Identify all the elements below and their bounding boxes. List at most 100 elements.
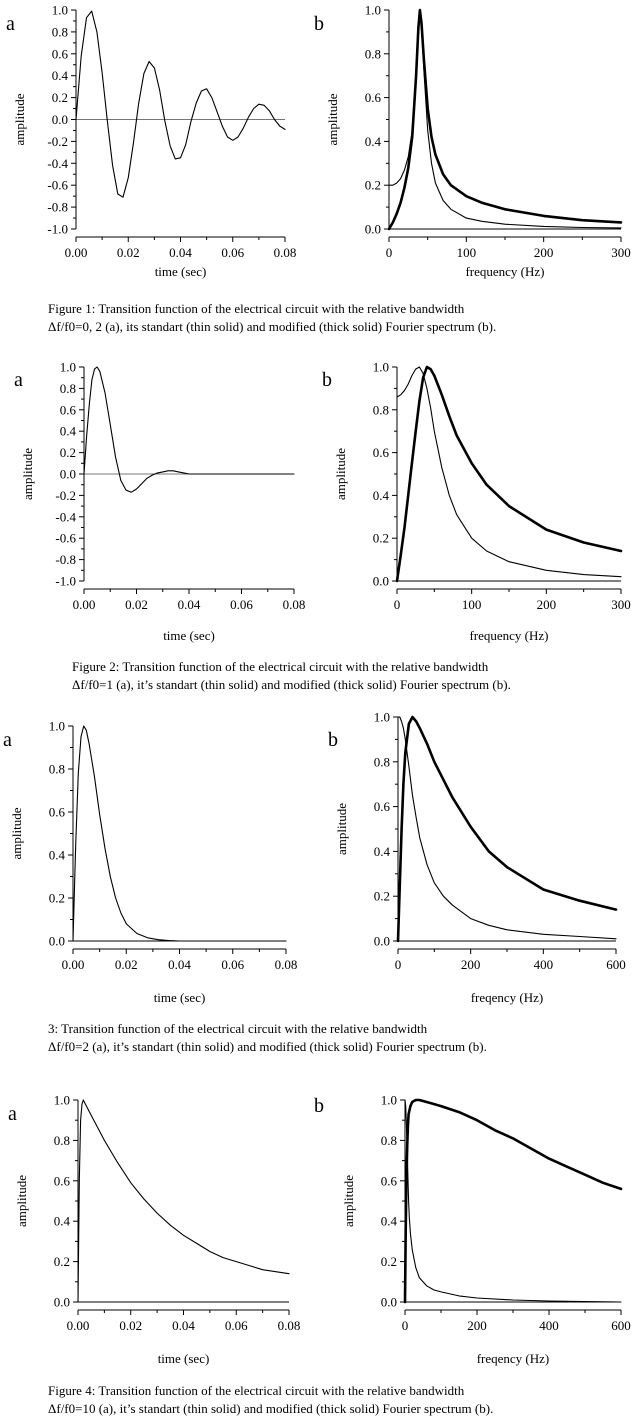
figure-3-panel-b: 1.0 0.8 0.6 0.4 0.2 0.0 0 200 400 600 freqency (Hz… [328, 710, 626, 1006]
x-tick-label: 0 [386, 245, 393, 260]
figure-3-caption: 3: Transition function of the electrical… [48, 1020, 487, 1056]
transition-function-line [72, 725, 287, 942]
x-tick-label: 0.04 [172, 1318, 195, 1333]
y-tick-label: 0.0 [373, 574, 389, 589]
y-tick-label: 0.8 [381, 1133, 397, 1148]
modified-spectrum-line [395, 365, 623, 583]
x-tick-label: 0.06 [221, 957, 244, 972]
panel-letter: a [8, 1103, 17, 1125]
figure-2-caption: Figure 2: Transition function of the ele… [72, 658, 511, 694]
figure-1-caption-line-1: Figure 1: Transition function of the ele… [48, 301, 465, 316]
y-tick-label: 0.4 [52, 68, 69, 83]
x-tick-label: 100 [457, 245, 477, 260]
y-tick-label: 0.6 [365, 90, 382, 105]
y-tick-label: 1.0 [373, 360, 389, 375]
x-tick-label: 200 [534, 245, 554, 260]
x-tick-label: 0.02 [117, 245, 140, 260]
y-tick-label: -0.6 [55, 531, 76, 546]
y-axis-label: amplitude [9, 807, 24, 859]
y-tick-label: -0.4 [55, 509, 76, 524]
x-tick-label: 400 [534, 957, 554, 972]
y-tick-label: 0.8 [374, 754, 390, 769]
x-axis-label: freqency (Hz) [477, 1351, 550, 1366]
x-tick-label: 0.04 [169, 245, 192, 260]
y-tick-label: 0.4 [49, 848, 66, 863]
y-tick-label: -0.8 [47, 200, 68, 215]
y-tick-label: 1.0 [49, 719, 65, 734]
x-tick-label: 0.08 [274, 245, 297, 260]
y-tick-label: 0.6 [54, 1173, 71, 1188]
figure-4-panel-a: 1.0 0.8 0.6 0.4 0.2 0.0 0.00 0.02 0.04 0.06 0.08 ti… [8, 1093, 300, 1367]
x-tick-label: 200 [537, 597, 557, 612]
figure-2-caption-line-1: Figure 2: Transition function of the ele… [72, 659, 489, 674]
figure-3-caption-line-2: Δf/f0=2 (a), it’s standart (thin solid) … [48, 1039, 487, 1054]
standard-spectrum-line [397, 716, 617, 940]
y-tick-label: 0.6 [374, 799, 391, 814]
figure-4-panel-b: 1.0 0.8 0.6 0.4 0.2 0.0 0 200 400 600 freqency (Hz… [314, 1093, 631, 1367]
figure-4-caption-line-1: Figure 4: Transition function of the ele… [48, 1383, 465, 1398]
y-tick-label: 0.2 [373, 531, 389, 546]
y-tick-label: 0.0 [49, 934, 65, 949]
figure-1-caption-line-2: Δf/f0=0, 2 (a), its standart (thin solid… [48, 319, 497, 334]
transition-function-line [83, 366, 295, 493]
modified-spectrum-line [387, 8, 623, 231]
x-tick-label: 200 [461, 957, 481, 972]
x-tick-label: 0.04 [178, 597, 201, 612]
figure-1-panel-b: 1.0 0.8 0.6 0.4 0.2 0.0 0 100 200 300 frequency (H… [314, 3, 631, 280]
x-tick-label: 0.00 [73, 597, 96, 612]
modified-spectrum-line [396, 715, 618, 943]
x-tick-label: 400 [539, 1318, 559, 1333]
y-tick-label: 1.0 [381, 1093, 397, 1108]
figure-2-caption-line-2: Δf/f0=1 (a), it’s standart (thin solid) … [72, 677, 511, 692]
x-tick-label: 0.00 [67, 1318, 90, 1333]
y-tick-label: 0.2 [365, 178, 381, 193]
x-tick-label: 0.06 [221, 245, 244, 260]
standard-spectrum-line [396, 366, 622, 578]
panel-letter: a [6, 13, 15, 35]
y-tick-label: -1.0 [47, 222, 68, 237]
y-tick-label: 0.2 [52, 90, 68, 105]
x-axis-label: frequency (Hz) [469, 628, 548, 643]
y-tick-label: 0.8 [373, 402, 389, 417]
x-tick-label: 600 [606, 957, 626, 972]
y-axis-label: amplitude [14, 1175, 29, 1227]
x-axis-label: frequency (Hz) [465, 264, 544, 279]
standard-spectrum-line [404, 1099, 622, 1303]
y-axis-label: amplitude [20, 448, 35, 500]
y-tick-label: 0.4 [381, 1214, 398, 1229]
panel-letter: b [328, 729, 338, 751]
figure-4-caption: Figure 4: Transition function of the ele… [48, 1382, 493, 1418]
y-tick-label: 0.6 [60, 402, 77, 417]
x-axis-label: time (sec) [154, 990, 206, 1005]
y-tick-label: 0.2 [381, 1254, 397, 1269]
y-tick-label: 0.4 [54, 1214, 71, 1229]
x-axis-label: time (sec) [163, 628, 215, 643]
y-tick-label: 0.2 [60, 445, 76, 460]
x-tick-label: 0.08 [278, 1318, 301, 1333]
figure-1-caption: Figure 1: Transition function of the ele… [48, 300, 496, 336]
y-axis-label: amplitude [325, 93, 340, 145]
figure-3-panel-a: 1.0 0.8 0.6 0.4 0.2 0.0 0.00 0.02 0.04 0.06 0.08 ti… [3, 719, 297, 1006]
figure-3-caption-line-1: 3: Transition function of the electrical… [48, 1021, 428, 1036]
y-axis-label: amplitude [341, 1175, 356, 1227]
x-tick-label: 600 [611, 1318, 631, 1333]
x-tick-label: 0.02 [125, 597, 148, 612]
figure-4-caption-line-2: Δf/f0=10 (a), it’s standart (thin solid)… [48, 1401, 494, 1416]
x-tick-label: 0.08 [275, 957, 298, 972]
x-tick-label: 0.06 [230, 597, 253, 612]
y-tick-label: 0.4 [374, 844, 391, 859]
x-tick-label: 0.08 [283, 597, 306, 612]
y-tick-label: -0.4 [47, 156, 68, 171]
x-axis-label: time (sec) [158, 1351, 210, 1366]
y-tick-label: -1.0 [55, 574, 76, 589]
x-axis-label: time (sec) [155, 264, 207, 279]
y-tick-label: -0.8 [55, 552, 76, 567]
x-tick-label: 300 [611, 597, 631, 612]
x-tick-label: 0.04 [168, 957, 191, 972]
y-tick-label: 0.0 [374, 934, 390, 949]
panel-letter: b [314, 1095, 324, 1117]
figure-1-panel-a: 1.0 0.8 0.6 0.4 0.2 0.0 -0.2 -0.4 -0.6 -0.8 -1.0 0.… [6, 3, 296, 280]
x-tick-label: 0.02 [119, 1318, 142, 1333]
panel-letter: a [14, 369, 23, 391]
y-tick-label: 0.4 [365, 134, 382, 149]
